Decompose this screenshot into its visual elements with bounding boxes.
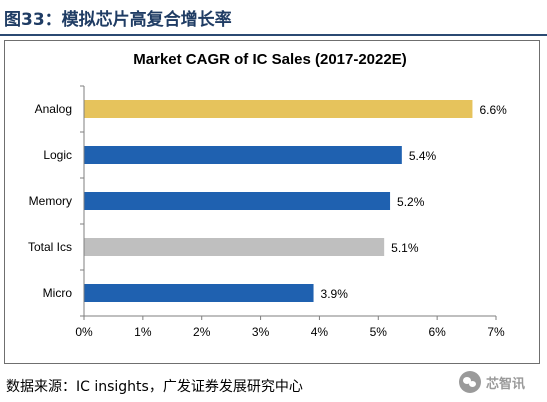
x-tick-label: 5% [370,325,388,339]
category-label: Memory [29,194,72,208]
chart-title: Market CAGR of IC Sales (2017-2022E) [133,51,406,68]
value-label: 3.9% [321,287,349,301]
category-label: Logic [43,148,72,162]
x-tick-label: 7% [487,325,505,339]
category-label: Analog [35,102,72,116]
wechat-icon [459,371,481,393]
chart-frame [4,40,540,364]
bar-chart: Market CAGR of IC Sales (2017-2022E) Ana… [28,51,507,339]
category-label: Micro [43,286,73,300]
bar-analog [84,100,473,118]
value-label: 5.1% [391,241,419,255]
watermark: 芯智讯 [459,367,543,397]
value-label: 6.6% [479,103,507,117]
x-tick-label: 3% [252,325,270,339]
x-tick-label: 0% [75,325,93,339]
x-tick-label: 6% [428,325,446,339]
figure-header: 图33：模拟芯片高复合增长率 [0,0,547,36]
figure-source: 数据来源：IC insights，广发证券发展研究中心 [6,379,303,395]
bar-memory [84,192,391,210]
x-tick-label: 2% [193,325,211,339]
category-label: Total Ics [28,240,72,254]
value-label: 5.2% [397,195,425,209]
bar-total-ics [84,238,385,256]
bar-micro [84,284,314,302]
bar-logic [84,146,402,164]
x-tick-label: 1% [134,325,152,339]
x-tick-label: 4% [311,325,329,339]
figure-title: 图33：模拟芯片高复合增长率 [4,10,232,30]
watermark-text: 芯智讯 [486,376,526,392]
value-label: 5.4% [409,149,437,163]
